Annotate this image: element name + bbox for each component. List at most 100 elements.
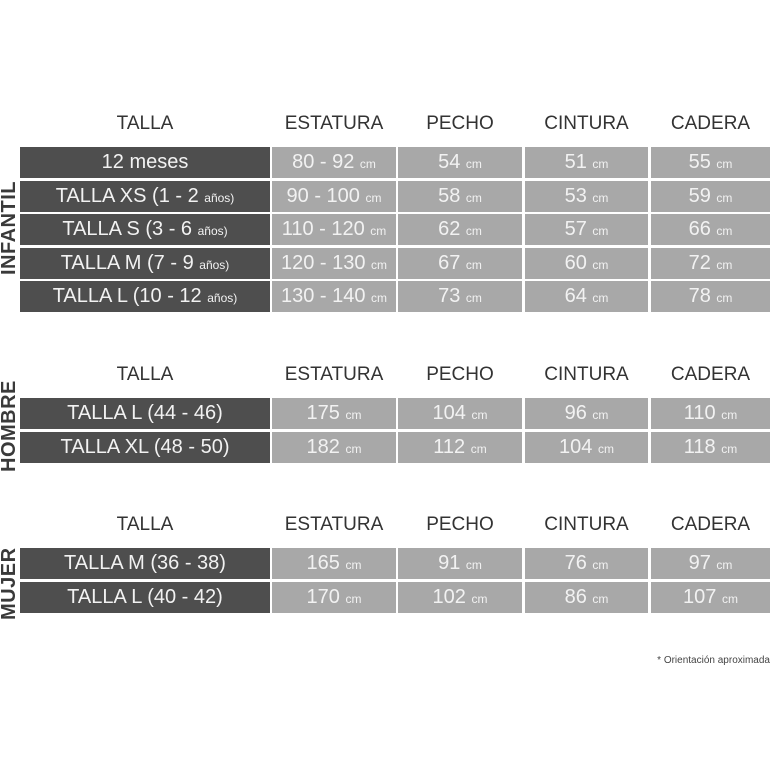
estatura-value: 170 [306, 585, 340, 608]
cadera-cell: 59 cm [651, 180, 770, 212]
unit-label: cm [592, 291, 609, 305]
cadera-cell: 97 cm [651, 548, 770, 579]
cintura-value: 76 [564, 552, 587, 574]
size-label-cell: TALLA L (10 - 12 años) [20, 281, 270, 312]
column-header: ESTATURA [284, 364, 384, 385]
unit-label: cm [370, 224, 387, 238]
section-label: INFANTIL [0, 181, 20, 275]
estatura-value: 110 - 120 [281, 218, 365, 240]
unit-label: cm [592, 257, 609, 272]
pecho-value: 91 [438, 552, 461, 574]
cintura-cell: 57 cm [525, 214, 648, 245]
size-label: TALLA M (7 - 9 [60, 251, 194, 274]
column-header: CINTURA [544, 514, 629, 535]
cintura-value: 64 [564, 285, 587, 307]
cadera-cell: 66 cm [651, 214, 770, 245]
column-header: ESTATURA [284, 514, 384, 535]
pecho-cell: 58 cm [398, 180, 522, 212]
column-header: TALLA [116, 514, 174, 535]
unit-label: cm [592, 157, 609, 171]
unit-label: cm [592, 224, 609, 238]
size-age-unit: años) [207, 291, 238, 305]
size-label: TALLA XL (48 - 50) [60, 435, 230, 458]
unit-label: cm [721, 441, 738, 456]
estatura-cell: 175 cm [272, 398, 396, 429]
size-label-cell: TALLA L (44 - 46) [20, 398, 270, 429]
unit-label: cm [592, 190, 609, 205]
unit-label: cm [716, 157, 733, 171]
cadera-value: 72 [688, 251, 711, 274]
pecho-value: 54 [438, 151, 461, 173]
unit-label: cm [716, 224, 733, 238]
estatura-value: 130 - 140 [280, 285, 366, 307]
pecho-cell: 104 cm [398, 398, 522, 429]
column-header: CADERA [670, 113, 751, 134]
unit-label: cm [345, 558, 362, 572]
unit-label: cm [721, 408, 738, 422]
unit-label: cm [716, 257, 733, 272]
unit-label: cm [471, 408, 488, 422]
cadera-cell: 118 cm [651, 431, 770, 463]
cadera-value: 97 [688, 552, 711, 574]
unit-label: cm [465, 257, 482, 272]
unit-label: cm [716, 558, 733, 572]
unit-label: cm [465, 558, 482, 572]
estatura-value: 182 [306, 435, 340, 458]
pecho-value: 67 [438, 251, 461, 274]
column-header: TALLA [116, 113, 174, 134]
section-label: HOMBRE [0, 380, 20, 472]
unit-label: cm [716, 190, 733, 205]
size-label: TALLA L (40 - 42) [67, 585, 223, 608]
size-label: TALLA L (44 - 46) [67, 402, 223, 424]
size-age-unit: años) [197, 224, 228, 238]
column-header: ESTATURA [284, 113, 384, 134]
cadera-value: 118 [683, 435, 716, 458]
unit-label: cm [345, 591, 362, 606]
cadera-value: 110 [683, 402, 716, 424]
pecho-cell: 54 cm [398, 147, 522, 178]
cadera-value: 66 [688, 218, 711, 240]
cintura-cell: 96 cm [525, 398, 648, 429]
unit-label: cm [365, 190, 382, 205]
pecho-value: 73 [438, 285, 461, 307]
cadera-value: 78 [688, 285, 711, 307]
size-age-unit: años) [204, 190, 235, 205]
size-label-cell: TALLA S (3 - 6 años) [20, 214, 270, 245]
column-header: CINTURA [544, 113, 629, 134]
estatura-value: 175 [306, 402, 340, 424]
cintura-cell: 104 cm [525, 431, 648, 463]
estatura-value: 80 - 92 [292, 151, 355, 173]
cintura-value: 96 [564, 402, 587, 424]
column-header: CINTURA [544, 364, 629, 385]
cintura-cell: 53 cm [525, 180, 648, 212]
unit-label: cm [716, 291, 733, 305]
column-header: TALLA [116, 364, 174, 385]
column-header: CADERA [670, 364, 751, 385]
pecho-value: 102 [432, 585, 466, 608]
unit-label: cm [371, 291, 388, 305]
pecho-value: 104 [432, 402, 466, 424]
cintura-cell: 76 cm [525, 548, 648, 579]
size-label-cell: TALLA XS (1 - 2 años) [20, 180, 270, 212]
pecho-value: 112 [433, 435, 466, 458]
estatura-cell: 120 - 130 cm [272, 247, 396, 279]
size-label-cell: TALLA L (40 - 42) [20, 581, 270, 613]
cintura-cell: 86 cm [525, 581, 648, 613]
cintura-value: 104 [559, 435, 593, 458]
cintura-cell: 51 cm [525, 147, 648, 178]
footnote: * Orientación aproximada [657, 655, 770, 666]
estatura-cell: 165 cm [272, 548, 396, 579]
unit-label: cm [721, 591, 738, 606]
size-label-cell: TALLA M (36 - 38) [20, 548, 270, 579]
estatura-value: 120 - 130 [280, 251, 366, 274]
column-header: CADERA [670, 514, 751, 535]
pecho-cell: 91 cm [398, 548, 522, 579]
unit-label: cm [465, 190, 482, 205]
unit-label: cm [592, 558, 609, 572]
cintura-value: 86 [564, 585, 587, 608]
size-label-cell: TALLA M (7 - 9 años) [20, 247, 270, 279]
cadera-value: 59 [688, 184, 711, 207]
column-header: PECHO [426, 113, 494, 134]
cintura-cell: 60 cm [525, 247, 648, 279]
estatura-cell: 80 - 92 cm [272, 147, 396, 178]
